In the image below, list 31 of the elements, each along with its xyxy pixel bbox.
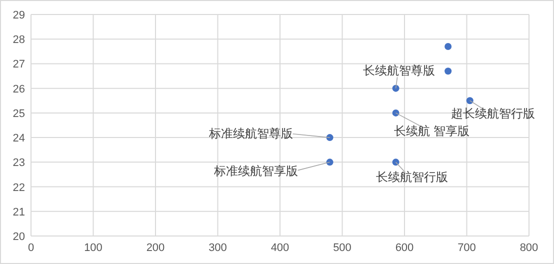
y-tick-label: 23	[12, 157, 25, 170]
point	[392, 109, 400, 116]
y-tick-label: 22	[12, 182, 25, 194]
annotation: 标准续航智享版	[212, 164, 298, 178]
y-tick-label: 24	[12, 132, 25, 145]
annotation: 标准续航智尊版	[208, 126, 293, 141]
x-tick-label: 200	[146, 242, 165, 254]
annotation: 长续航智行版	[376, 170, 448, 184]
y-tick-label: 27	[12, 58, 25, 71]
annotation: 长续航 智享版	[394, 124, 470, 138]
annotation: 长续航智尊版	[362, 63, 435, 78]
x-tick-label: 100	[84, 242, 102, 254]
y-tick-label: 28	[12, 34, 25, 46]
point	[444, 68, 452, 75]
point	[444, 42, 452, 50]
x-tick-label: 300	[208, 242, 227, 254]
x-tick-label: 600	[395, 242, 414, 254]
point	[326, 134, 334, 142]
x-tick-label: 800	[520, 242, 538, 254]
y-tick-label: 20	[12, 231, 25, 243]
annotation: 超长续航智行版	[450, 106, 535, 121]
x-tick-label: 500	[333, 242, 352, 254]
point	[326, 158, 334, 166]
point	[466, 97, 474, 104]
x-tick-label: 400	[270, 242, 290, 254]
y-tick-label: 25	[12, 108, 25, 120]
y-tick-label: 26	[12, 83, 25, 96]
y-tick-label: 21	[12, 206, 25, 218]
x-tick-label: 700	[458, 242, 476, 254]
x-tick-label: 0	[28, 242, 34, 254]
y-tick-label: 29	[12, 10, 25, 22]
